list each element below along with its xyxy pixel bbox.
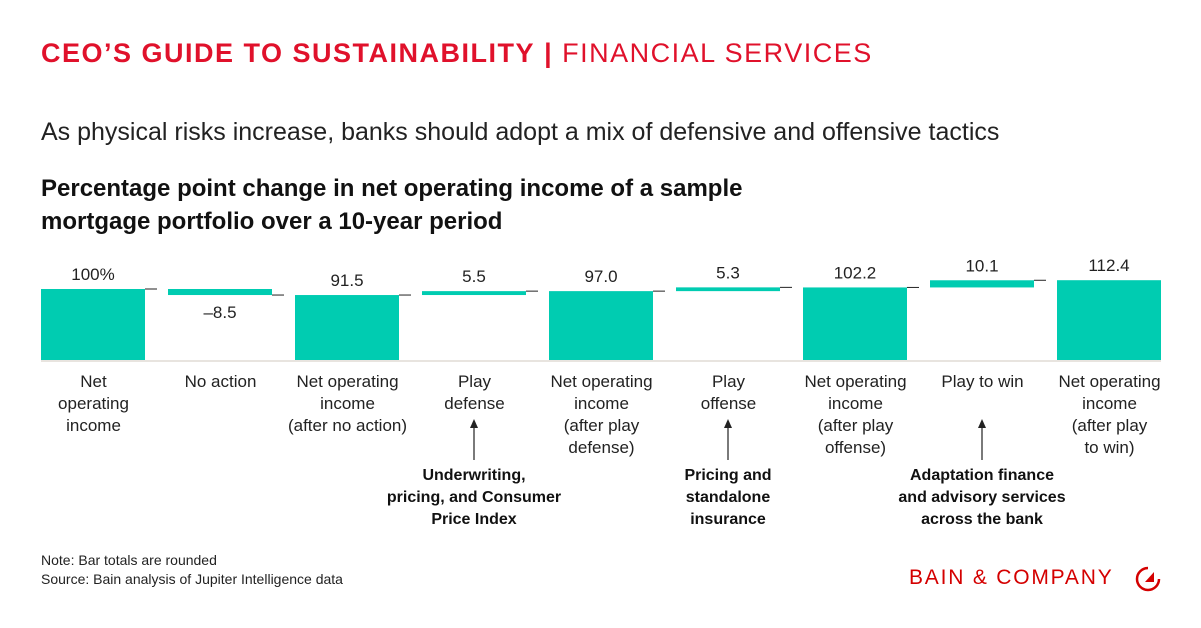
annotation-line: pricing, and Consumer — [386, 489, 562, 506]
category-label-line: defense) — [568, 438, 635, 457]
annotation-line: standalone — [685, 489, 771, 506]
category-label-line: income — [66, 416, 121, 435]
category-label: Net operating income (after no action) — [284, 371, 411, 437]
header-separator: | — [544, 38, 554, 68]
data-label: 100% — [71, 265, 114, 284]
logo: BAIN & COMPANY — [909, 566, 1161, 592]
category-label-line: income — [1082, 394, 1137, 413]
note-text: Note: Bar totals are rounded — [41, 552, 217, 568]
logo-text: BAIN & COMPANY — [909, 566, 1114, 589]
category-label-line: (after play — [1071, 416, 1148, 435]
bar — [168, 289, 272, 296]
category-label-line: (after play — [563, 416, 640, 435]
bar — [422, 291, 526, 296]
category-label: Play offense — [665, 371, 792, 415]
bar — [549, 291, 653, 360]
category-label: No action — [157, 371, 284, 393]
bar — [41, 289, 145, 360]
category-label-line: Net operating — [296, 372, 399, 391]
annotation-label: Pricing and standalone insurance — [628, 465, 828, 531]
category-label-line: income — [320, 394, 375, 413]
category-label-line: offense — [700, 394, 757, 413]
arrow-head-icon — [470, 419, 478, 428]
category-label-line: Net — [80, 372, 107, 391]
data-label: 5.5 — [462, 267, 486, 286]
data-label: 5.3 — [716, 263, 740, 282]
data-label: 91.5 — [330, 271, 363, 290]
notes: Note: Bar totals are rounded Source: Bain… — [41, 551, 343, 589]
data-label: 102.2 — [834, 263, 877, 282]
category-label: Net operating income — [30, 371, 157, 437]
data-label: 112.4 — [1088, 256, 1129, 275]
category-label-line: offense) — [824, 438, 887, 457]
data-label: –8.5 — [203, 303, 236, 322]
chart-title: Percentage point change in net operating… — [41, 175, 743, 235]
annotation-line: and advisory services — [898, 489, 1066, 506]
annotation-line: Adaptation finance — [909, 467, 1054, 484]
annotation-line: Price Index — [431, 511, 517, 528]
series-title: CEO’S GUIDE TO SUSTAINABILITY — [41, 38, 536, 68]
category-label-line: income — [574, 394, 629, 413]
annotation-line: across the bank — [921, 511, 1043, 528]
category-label-line: income — [828, 394, 883, 413]
section-title: FINANCIAL SERVICES — [562, 38, 873, 68]
annotation-line: Underwriting, — [422, 467, 526, 484]
bain-clock-logo-icon — [1135, 566, 1161, 592]
category-label-line: Net operating — [804, 372, 907, 391]
subtitle: As physical risks increase, banks should… — [41, 118, 1000, 146]
category-label: Net operating income (after play defense) — [538, 371, 665, 459]
annotation-label: Underwriting, pricing, and Consumer Price … — [374, 465, 574, 531]
category-label: Play defense — [411, 371, 538, 415]
source-text: Source: Bain analysis of Jupiter Intelli… — [41, 571, 343, 587]
category-label-line: (after no action) — [287, 416, 408, 435]
category-label-line: Net operating — [550, 372, 653, 391]
arrow-head-icon — [978, 419, 986, 428]
annotation-line: insurance — [690, 511, 766, 528]
header: CEO’S GUIDE TO SUSTAINABILITY | FINANCIA… — [41, 38, 873, 69]
category-label-line: defense — [444, 394, 505, 413]
annotation-line: Pricing and — [684, 467, 772, 484]
category-label-line: (after play — [817, 416, 894, 435]
category-label-line: Play to win — [941, 372, 1024, 391]
category-label: Net operating income (after play offense) — [792, 371, 919, 459]
bar — [930, 280, 1034, 288]
category-label-line: operating — [58, 394, 129, 413]
category-label: Net operating income (after play to win) — [1046, 371, 1173, 459]
category-label-line: No action — [184, 372, 257, 391]
bar — [803, 287, 907, 360]
bar — [676, 287, 780, 292]
category-label: Play to win — [919, 371, 1046, 393]
annotation-label: Adaptation finance and advisory services a… — [882, 465, 1082, 531]
category-label-line: Net operating — [1058, 372, 1161, 391]
category-label-line: Play — [457, 372, 492, 391]
data-label: 97.0 — [584, 267, 617, 286]
category-label-line: Play — [711, 372, 746, 391]
category-label-line: to win) — [1084, 438, 1135, 457]
arrow-head-icon — [724, 419, 732, 428]
data-label: 10.1 — [965, 256, 998, 275]
bar — [295, 295, 399, 360]
bar — [1057, 280, 1161, 360]
